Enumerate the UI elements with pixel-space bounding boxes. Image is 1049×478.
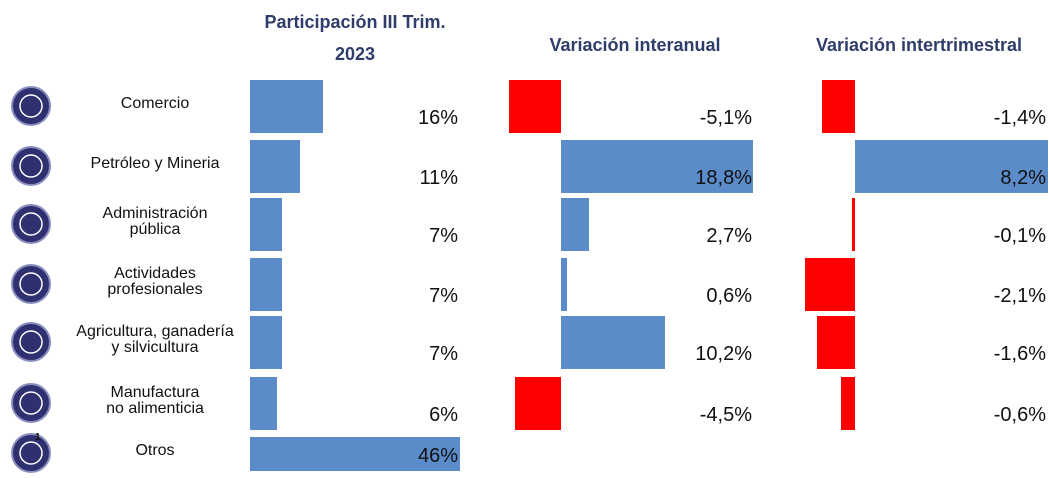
bar <box>852 198 855 251</box>
bar <box>250 437 460 471</box>
category-label: Manufactura no alimenticia <box>106 383 204 417</box>
value-label: 7% <box>429 225 458 247</box>
bar <box>821 80 855 133</box>
icon-graphic <box>11 145 51 186</box>
bar <box>561 140 753 193</box>
bar <box>250 316 282 369</box>
bar <box>561 198 589 251</box>
category-icon <box>10 382 52 424</box>
category-label: Administración pública <box>102 204 208 238</box>
category-icon <box>10 432 52 474</box>
category-label: Otros <box>135 442 175 459</box>
bar <box>250 377 278 430</box>
value-label: -1,4% <box>993 107 1046 129</box>
icon-graphic <box>11 382 51 423</box>
value-label: 7% <box>429 285 458 307</box>
category-icon <box>10 263 52 305</box>
value-label: 11% <box>419 167 458 189</box>
bar <box>561 258 568 311</box>
bar <box>509 80 562 133</box>
icon-graphic <box>11 433 51 473</box>
value-label: -5,1% <box>699 107 752 129</box>
value-label: 10,2% <box>695 343 752 365</box>
value-label: 8,2% <box>1000 167 1046 189</box>
value-label: -4,5% <box>699 404 752 426</box>
value-label: 18,8% <box>695 167 752 189</box>
bar <box>250 80 324 133</box>
bar <box>840 377 855 430</box>
value-label: -2,1% <box>993 285 1046 307</box>
value-label: -0,1% <box>993 225 1046 247</box>
panel-title: Variación intertrimestral <box>815 35 1023 55</box>
panel-title: Variación interanual <box>549 35 721 55</box>
bar <box>805 258 855 311</box>
category-icon <box>10 321 52 363</box>
category-label: Actividades profesionales <box>107 264 203 298</box>
value-label: 2,7% <box>706 225 752 247</box>
category-label: Petróleo y Mineria <box>90 154 220 172</box>
bar <box>817 316 855 369</box>
panel-title: Participación III Trim. 2023 <box>264 12 446 64</box>
bar <box>561 316 666 369</box>
bar <box>250 140 301 193</box>
category-icon <box>10 203 52 245</box>
bar <box>515 377 562 430</box>
footnote-mark: 1 <box>35 432 41 443</box>
value-label: 7% <box>429 343 458 365</box>
value-label: 16% <box>417 107 458 129</box>
category-label: Comercio <box>120 94 190 112</box>
category-icon <box>10 145 52 187</box>
value-label: 0,6% <box>706 285 752 307</box>
bar <box>250 258 282 311</box>
value-label: 6% <box>429 404 458 426</box>
value-label: 46% <box>417 445 458 467</box>
icon-graphic <box>11 203 51 244</box>
category-label: Agricultura, ganadería y silvicultura <box>76 322 234 356</box>
bar <box>854 140 1048 193</box>
icon-graphic <box>11 263 51 304</box>
bar <box>250 198 282 251</box>
category-icon <box>10 85 52 127</box>
icon-graphic <box>11 321 51 362</box>
value-label: -0,6% <box>993 404 1046 426</box>
value-label: -1,6% <box>993 343 1046 365</box>
icon-graphic <box>11 85 51 126</box>
